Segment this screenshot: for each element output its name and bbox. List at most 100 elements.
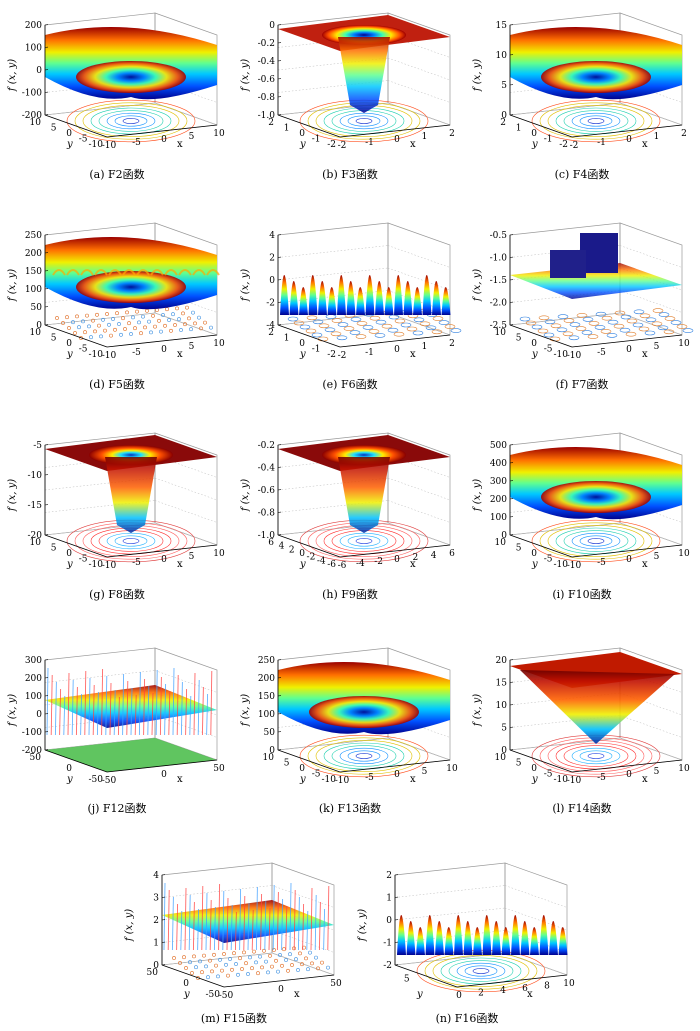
caption-d: (d) F5函数	[89, 378, 145, 391]
y-axis-label: y	[299, 774, 306, 785]
y-tick-labels: 10 50 -5-10	[495, 753, 569, 785]
y-tick-labels: 10 50 -5-10	[495, 538, 569, 570]
x-tick-label: 1	[422, 132, 428, 142]
y-tick-label: 10	[30, 118, 42, 128]
z-tick-label: -0.4	[258, 57, 276, 67]
x-tick-label: -6	[338, 561, 347, 571]
z-tick-label: 500	[490, 441, 507, 451]
y-tick-label: 0	[299, 339, 305, 349]
x-tick-labels: -10 -5 0 5 10	[102, 339, 225, 361]
z-tick-label: 250	[258, 656, 275, 666]
surface-b	[278, 15, 450, 113]
y-axis-label: y	[66, 349, 73, 360]
y-tick-label: -5	[544, 345, 553, 355]
y-tick-label: -50	[89, 775, 104, 785]
y-tick-labels: 10 50 -5-10	[30, 328, 104, 360]
z-tick-label: 150	[258, 692, 275, 702]
z-tick-label: -2	[266, 299, 275, 309]
x-tick-label: -1	[597, 138, 606, 148]
surface-d	[45, 237, 220, 310]
z-tick-label: -0.8	[258, 93, 276, 103]
y-tick-label: 0	[66, 764, 72, 774]
y-axis-label: y	[299, 139, 306, 150]
x-tick-label: -50	[102, 776, 117, 786]
x-tick-label: 10	[678, 339, 690, 349]
y-tick-label: 1	[284, 124, 290, 134]
z-tick-labels: 200 100 0 -100 -200	[22, 21, 49, 121]
x-tick-label: 8	[544, 981, 550, 991]
y-tick-label: -5	[79, 555, 88, 565]
x-tick-label: 50	[330, 979, 342, 989]
y-tick-labels: 50 0 -50	[147, 968, 221, 1000]
z-axis-label: f (x, y)	[472, 269, 483, 302]
z-axis-label: f (x, y)	[7, 694, 18, 727]
z-tick-label: 2	[153, 916, 159, 926]
y-tick-label: 1	[516, 124, 522, 134]
x-tick-label: -10	[102, 141, 117, 151]
y-tick-label: 0	[66, 129, 72, 139]
y-tick-labels: 210 -1 -2	[268, 118, 336, 150]
x-tick-label: 5	[654, 767, 660, 777]
z-axis-label: f (x, y)	[240, 59, 251, 92]
x-tick-label: -5	[597, 558, 606, 568]
y-tick-label: -1	[312, 345, 321, 355]
z-tick-label: 400	[490, 459, 507, 469]
z-tick-label: -100	[22, 89, 42, 99]
z-tick-label: 3	[153, 894, 159, 904]
x-tick-label: -10	[567, 561, 582, 571]
y-tick-label: 10	[30, 538, 42, 548]
z-tick-labels: -0.5 -1.0 -1.5 -2.0 -2.5	[490, 231, 514, 331]
x-tick-label: -1	[365, 348, 374, 358]
z-tick-label: -10	[28, 471, 43, 481]
y-tick-label: -2	[559, 140, 568, 150]
z-tick-label: 0	[501, 531, 507, 541]
x-tick-label: 0	[626, 135, 632, 145]
x-axis-label: x	[177, 559, 183, 570]
z-axis-label: f (x, y)	[7, 479, 18, 512]
x-axis-label: x	[642, 139, 648, 150]
z-tick-label: 50	[264, 728, 276, 738]
y-tick-label: -50	[206, 990, 221, 1000]
x-tick-label: 0	[626, 770, 632, 780]
y-tick-label: -10	[554, 560, 569, 570]
y-axis-label: y	[531, 349, 538, 360]
y-tick-label: 5	[51, 544, 57, 554]
y-tick-labels: 210 -1 -2	[500, 118, 568, 150]
y-tick-label: -4	[317, 556, 326, 566]
y-tick-label: 5	[516, 759, 522, 769]
x-tick-label: 0	[161, 345, 167, 355]
x-tick-label: 0	[394, 555, 400, 565]
floor-contour	[172, 945, 330, 980]
z-tick-label: 1	[386, 894, 392, 904]
z-tick-label: 0	[501, 746, 507, 756]
x-tick-label: 2	[412, 553, 418, 563]
y-tick-label: 10	[495, 328, 507, 338]
x-tick-label: 6	[449, 549, 455, 559]
surface-a	[45, 27, 217, 100]
y-tick-label: 5	[51, 124, 57, 134]
y-tick-label: 10	[30, 328, 42, 338]
z-tick-label: 5	[501, 81, 507, 91]
y-tick-labels: 10 50 -5-10	[495, 328, 569, 360]
z-tick-label: 0	[269, 21, 275, 31]
x-tick-labels: -2 -1 0 1 2	[570, 129, 687, 151]
x-tick-labels: -10 -5 0 5 10	[335, 764, 458, 786]
y-tick-label: 4	[279, 542, 285, 552]
x-tick-label: -5	[132, 348, 141, 358]
surface-l	[510, 652, 682, 744]
x-tick-label: -5	[597, 773, 606, 783]
y-tick-label: 50	[147, 968, 159, 978]
y-tick-label: -1	[544, 135, 553, 145]
y-tick-label: 5	[51, 334, 57, 344]
surface-c	[510, 27, 682, 100]
z-tick-label: 0	[36, 66, 42, 76]
z-tick-label: 20	[496, 656, 508, 666]
y-tick-label: -5	[312, 770, 321, 780]
x-tick-label: 10	[213, 339, 225, 349]
z-tick-label: 2	[386, 871, 392, 881]
